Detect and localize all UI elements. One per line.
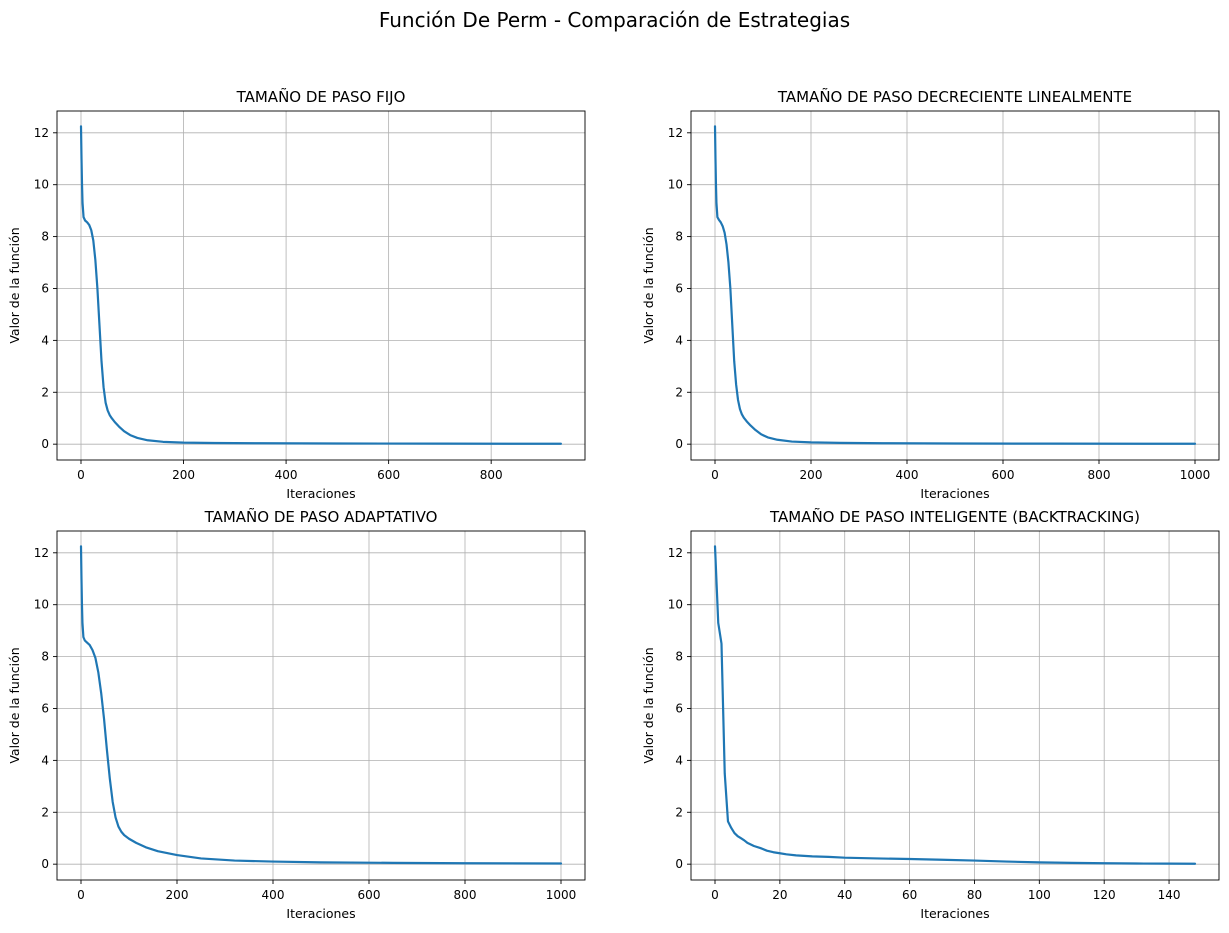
y-tick-label: 2 bbox=[675, 805, 683, 819]
x-tick-label: 400 bbox=[275, 468, 298, 482]
x-tick-label: 40 bbox=[837, 888, 852, 902]
y-tick-label: 12 bbox=[34, 126, 49, 140]
subplot-title: TAMAÑO DE PASO FIJO bbox=[236, 87, 406, 106]
x-tick-label: 0 bbox=[711, 468, 719, 482]
subplot-title: TAMAÑO DE PASO ADAPTATIVO bbox=[204, 507, 438, 526]
x-tick-label: 80 bbox=[967, 888, 982, 902]
x-tick-label: 1000 bbox=[546, 888, 577, 902]
y-tick-label: 6 bbox=[675, 701, 683, 715]
y-tick-label: 8 bbox=[675, 650, 683, 664]
y-tick-label: 10 bbox=[34, 598, 49, 612]
y-axis-label: Valor de la función bbox=[7, 647, 22, 763]
axes-frame bbox=[690, 530, 1220, 881]
y-tick-label: 8 bbox=[41, 230, 49, 244]
y-tick-label: 10 bbox=[668, 178, 683, 192]
series-line bbox=[713, 545, 1197, 865]
y-tick-label: 6 bbox=[41, 281, 49, 295]
y-axis-label: Valor de la función bbox=[7, 227, 22, 343]
x-tick-label: 800 bbox=[454, 888, 477, 902]
x-axis-label: Iteraciones bbox=[920, 906, 989, 921]
y-tick-label: 6 bbox=[675, 281, 683, 295]
x-tick-label: 200 bbox=[172, 468, 195, 482]
x-tick-label: 400 bbox=[262, 888, 285, 902]
x-tick-label: 60 bbox=[902, 888, 917, 902]
subplot-title: TAMAÑO DE PASO DECRECIENTE LINEALMENTE bbox=[777, 87, 1132, 106]
x-axis-label: Iteraciones bbox=[286, 906, 355, 921]
axes-frame bbox=[56, 110, 586, 461]
x-axis-label: Iteraciones bbox=[920, 486, 989, 501]
y-tick-label: 4 bbox=[41, 753, 49, 767]
figure-suptitle: Función De Perm - Comparación de Estrate… bbox=[378, 8, 851, 32]
y-tick-label: 4 bbox=[675, 753, 683, 767]
x-tick-label: 140 bbox=[1158, 888, 1181, 902]
x-tick-label: 400 bbox=[896, 468, 919, 482]
x-tick-label: 0 bbox=[77, 888, 85, 902]
x-tick-label: 800 bbox=[480, 468, 503, 482]
x-tick-label: 0 bbox=[77, 468, 85, 482]
series-line bbox=[79, 545, 563, 865]
axes-frame bbox=[56, 530, 586, 881]
series-line bbox=[713, 125, 1197, 445]
subplot-1: 0 200 400 600 800 0 2 4 6 8 10 12 TAMAÑO DE PASO FIJ… bbox=[7, 87, 586, 501]
x-tick-label: 120 bbox=[1093, 888, 1116, 902]
y-tick-label: 4 bbox=[41, 333, 49, 347]
subplot-title: TAMAÑO DE PASO INTELIGENTE (BACKTRACKING… bbox=[769, 507, 1140, 526]
y-axis-label: Valor de la función bbox=[641, 227, 656, 343]
y-tick-label: 2 bbox=[675, 385, 683, 399]
y-tick-label: 12 bbox=[668, 126, 683, 140]
y-tick-label: 8 bbox=[41, 650, 49, 664]
subplot-4: 0 20 40 60 80 100 120 140 0 2 4 6 8 10 12 TAMAÑO DE PAS… bbox=[641, 507, 1220, 921]
subplot-3: 0 200 400 600 800 1000 0 2 4 6 8 10 12 TAMAÑO DE PASO… bbox=[7, 507, 586, 921]
y-tick-label: 10 bbox=[34, 178, 49, 192]
x-tick-label: 200 bbox=[800, 468, 823, 482]
x-tick-label: 200 bbox=[166, 888, 189, 902]
series-line bbox=[79, 125, 563, 445]
x-tick-label: 600 bbox=[358, 888, 381, 902]
x-axis-label: Iteraciones bbox=[286, 486, 355, 501]
y-tick-label: 2 bbox=[41, 805, 49, 819]
y-tick-label: 4 bbox=[675, 333, 683, 347]
y-tick-label: 6 bbox=[41, 701, 49, 715]
y-tick-label: 0 bbox=[675, 857, 683, 871]
x-tick-label: 20 bbox=[772, 888, 787, 902]
x-tick-label: 100 bbox=[1028, 888, 1051, 902]
y-tick-label: 10 bbox=[668, 598, 683, 612]
y-tick-label: 0 bbox=[41, 857, 49, 871]
y-tick-label: 8 bbox=[675, 230, 683, 244]
x-tick-label: 1000 bbox=[1180, 468, 1211, 482]
y-tick-label: 12 bbox=[668, 546, 683, 560]
x-tick-label: 800 bbox=[1088, 468, 1111, 482]
y-tick-label: 0 bbox=[41, 437, 49, 451]
y-tick-label: 12 bbox=[34, 546, 49, 560]
y-tick-label: 0 bbox=[675, 437, 683, 451]
x-tick-label: 600 bbox=[377, 468, 400, 482]
axes-frame bbox=[690, 110, 1220, 461]
y-axis-label: Valor de la función bbox=[641, 647, 656, 763]
subplot-2: 0 200 400 600 800 1000 0 2 4 6 8 10 12 TAMAÑO DE PASO… bbox=[641, 87, 1220, 501]
x-tick-label: 0 bbox=[711, 888, 719, 902]
x-tick-label: 600 bbox=[992, 468, 1015, 482]
y-tick-label: 2 bbox=[41, 385, 49, 399]
